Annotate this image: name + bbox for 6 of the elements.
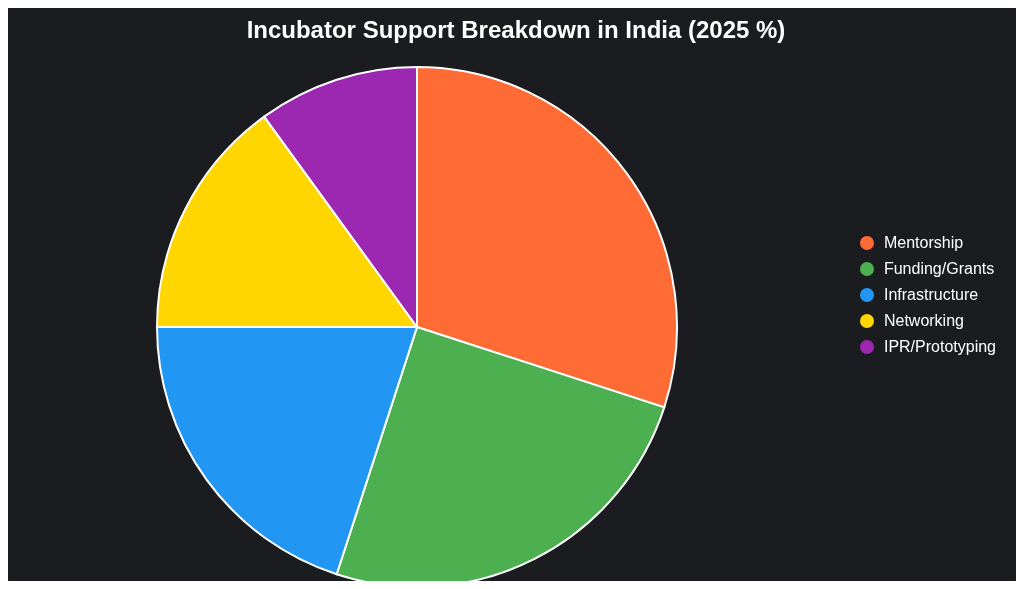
legend-label: Networking — [883, 311, 964, 329]
legend-label: Mentorship — [883, 233, 964, 251]
legend-label: Infrastructure — [883, 285, 979, 303]
legend-label: Funding/Grants — [883, 259, 995, 277]
legend-label: IPR/Prototyping — [883, 337, 996, 355]
chart-title: Incubator Support Breakdown in India (2025 %) — [245, 16, 787, 44]
